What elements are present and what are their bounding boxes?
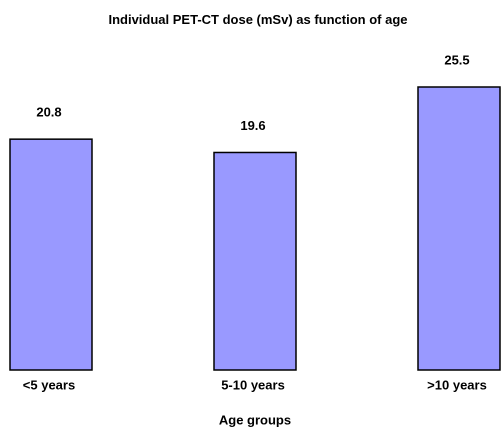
x-tick-label: <5 years: [23, 377, 75, 392]
bar: [9, 138, 93, 371]
chart-title: Individual PET-CT dose (mSv) as function…: [108, 12, 408, 27]
x-tick-label: 5-10 years: [221, 377, 285, 392]
x-axis-label: Age groups: [219, 412, 291, 427]
x-tick-label: >10 years: [427, 377, 487, 392]
data-label: 25.5: [444, 52, 469, 67]
data-label: 19.6: [240, 118, 265, 133]
bar: [213, 151, 297, 371]
bar: [417, 86, 501, 371]
data-label: 20.8: [36, 105, 61, 120]
